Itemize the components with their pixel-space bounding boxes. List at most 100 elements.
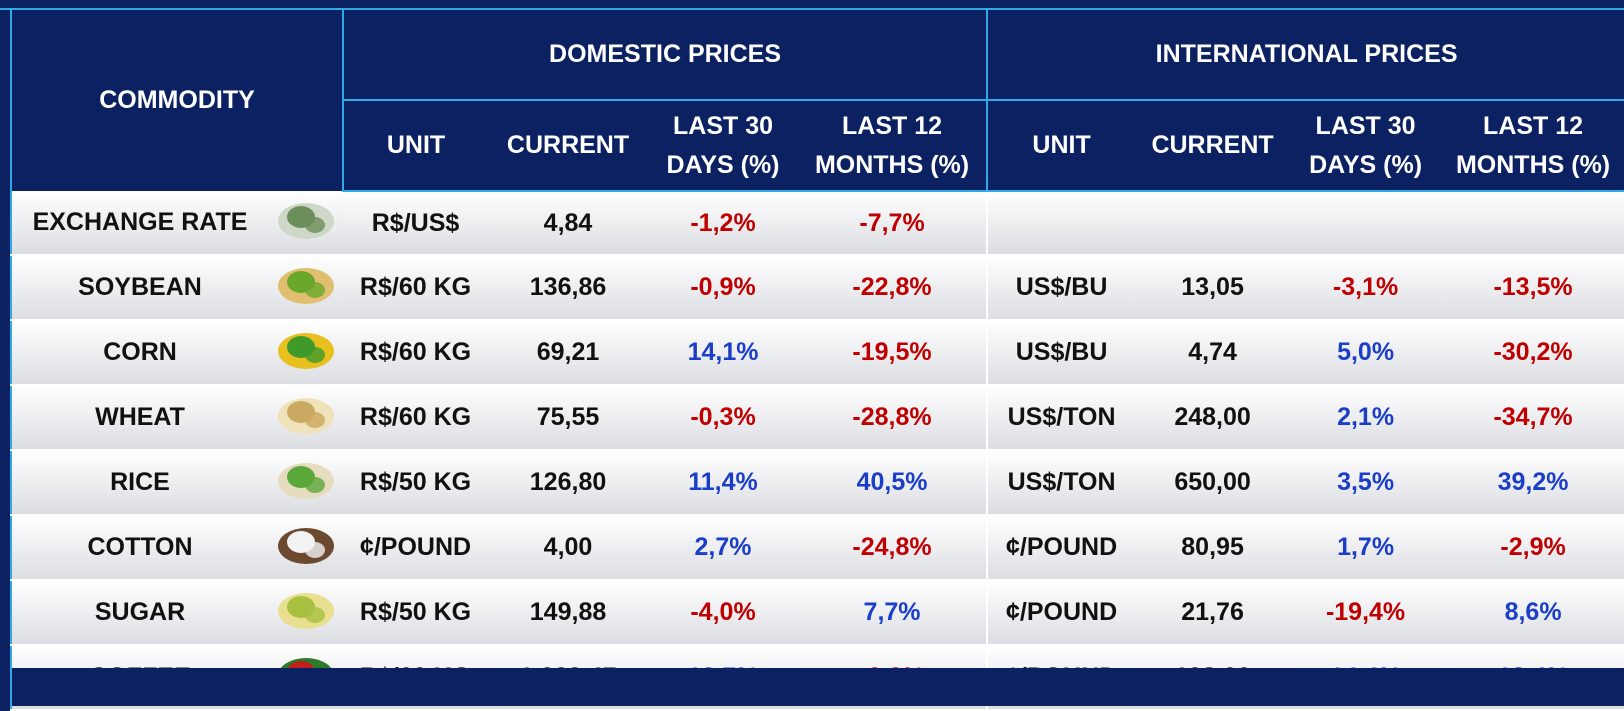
current-price: 75,55: [488, 385, 649, 451]
unit: R$/US$: [343, 191, 489, 256]
unit: R$/50 KG: [343, 580, 489, 646]
commodity-icon: [277, 203, 334, 239]
percent-change: [1441, 191, 1624, 256]
column-header: LAST 30 DAYS (%): [1290, 100, 1442, 192]
unit: US$/BU: [986, 255, 1136, 321]
current-price: [1135, 191, 1291, 256]
unit: [986, 191, 1136, 256]
percent-change: -19,5%: [798, 320, 988, 386]
table-row: SOYBEAN R$/60 KG 136,86 -0,9% -22,8% US$/BU 13…: [11, 255, 1624, 321]
column-header: UNIT: [986, 100, 1136, 192]
commodity-icon-cell: [268, 580, 344, 646]
table-row: COTTON ¢/POUND 4,00 2,7% -24,8% ¢/POUND 80,95 1…: [11, 515, 1624, 581]
table-row: CORN R$/60 KG 69,21 14,1% -19,5% US$/BU 4,74 5,…: [11, 320, 1624, 386]
current-price: 4,84: [488, 191, 649, 256]
percent-change: -4,0%: [648, 580, 799, 646]
group-header: DOMESTIC PRICES: [342, 10, 988, 101]
percent-change: 7,7%: [798, 580, 988, 646]
unit: R$/60 KG: [343, 320, 489, 386]
percent-change: 1,7%: [1290, 515, 1442, 581]
current-price: 69,21: [488, 320, 649, 386]
percent-change: 11,4%: [648, 450, 799, 516]
column-header: LAST 30 DAYS (%): [648, 100, 799, 192]
table-row: WHEAT R$/60 KG 75,55 -0,3% -28,8% US$/TON 248,…: [11, 385, 1624, 451]
unit: R$/50 KG: [343, 450, 489, 516]
unit: R$/60 KG: [343, 255, 489, 321]
percent-change: 39,2%: [1441, 450, 1624, 516]
percent-change: -30,2%: [1441, 320, 1624, 386]
table-header: COMMODITY DOMESTIC PRICES INTERNATIONAL …: [11, 10, 1624, 192]
percent-change: -13,5%: [1441, 255, 1624, 321]
current-price: 80,95: [1135, 515, 1291, 581]
commodity-icon: [277, 593, 334, 629]
commodity-icon-cell: [268, 515, 344, 581]
current-price: 126,80: [488, 450, 649, 516]
percent-change: -34,7%: [1441, 385, 1624, 451]
commodity-name: SOYBEAN: [11, 255, 268, 321]
percent-change: 3,5%: [1290, 450, 1442, 516]
group-header: INTERNATIONAL PRICES: [986, 10, 1624, 101]
column-header: CURRENT: [488, 100, 649, 192]
table-row: RICE R$/50 KG 126,80 11,4% 40,5% US$/TON 650,0…: [11, 450, 1624, 516]
current-price: 4,74: [1135, 320, 1291, 386]
percent-change: 2,7%: [648, 515, 799, 581]
commodity-icon: [277, 333, 334, 369]
price-table: COMMODITY DOMESTIC PRICES INTERNATIONAL …: [10, 10, 1624, 711]
percent-change: -1,2%: [648, 191, 799, 256]
commodity-name: CORN: [11, 320, 268, 386]
current-price: 13,05: [1135, 255, 1291, 321]
percent-change: -0,3%: [648, 385, 799, 451]
percent-change: -7,7%: [798, 191, 988, 256]
commodity-icon-cell: [268, 320, 344, 386]
percent-change: -24,8%: [798, 515, 988, 581]
commodity-icon: [277, 268, 334, 304]
unit: US$/BU: [986, 320, 1136, 386]
percent-change: 5,0%: [1290, 320, 1442, 386]
current-price: 650,00: [1135, 450, 1291, 516]
unit: ¢/POUND: [343, 515, 489, 581]
commodity-name: SUGAR: [11, 580, 268, 646]
table-row: EXCHANGE RATE R$/US$ 4,84 -1,2% -7,7%: [11, 191, 1624, 256]
current-price: 248,00: [1135, 385, 1291, 451]
percent-change: -28,8%: [798, 385, 988, 451]
current-price: 136,86: [488, 255, 649, 321]
percent-change: -22,8%: [798, 255, 988, 321]
column-header: CURRENT: [1135, 100, 1291, 192]
unit: ¢/POUND: [986, 515, 1136, 581]
column-header: LAST 12 MONTHS (%): [798, 100, 988, 192]
commodity-name: EXCHANGE RATE: [11, 191, 268, 256]
column-header: UNIT: [342, 100, 489, 192]
commodity-icon-cell: [268, 191, 344, 256]
current-price: 21,76: [1135, 580, 1291, 646]
percent-change: -2,9%: [1441, 515, 1624, 581]
commodity-icon-cell: [268, 255, 344, 321]
percent-change: -19,4%: [1290, 580, 1442, 646]
percent-change: 14,1%: [648, 320, 799, 386]
commodity-icon: [277, 528, 334, 564]
unit: US$/TON: [986, 450, 1136, 516]
footer-bar: [10, 668, 1624, 706]
column-header: LAST 12 MONTHS (%): [1441, 100, 1624, 192]
percent-change: 8,6%: [1441, 580, 1624, 646]
table-row: SUGAR R$/50 KG 149,88 -4,0% 7,7% ¢/POUND 21,76…: [11, 580, 1624, 646]
commodity-name: WHEAT: [11, 385, 268, 451]
commodity-header: COMMODITY: [11, 10, 344, 191]
commodity-icon: [277, 398, 334, 434]
unit: US$/TON: [986, 385, 1136, 451]
commodity-icon-cell: [268, 450, 344, 516]
current-price: 4,00: [488, 515, 649, 581]
percent-change: 2,1%: [1290, 385, 1442, 451]
commodity-name: COTTON: [11, 515, 268, 581]
commodity-name: RICE: [11, 450, 268, 516]
percent-change: [1290, 191, 1442, 256]
commodity-icon-cell: [268, 385, 344, 451]
current-price: 149,88: [488, 580, 649, 646]
percent-change: -0,9%: [648, 255, 799, 321]
percent-change: 40,5%: [798, 450, 988, 516]
unit: ¢/POUND: [986, 580, 1136, 646]
unit: R$/60 KG: [343, 385, 489, 451]
top-rule: [0, 8, 1624, 10]
commodity-icon: [277, 463, 334, 499]
percent-change: -3,1%: [1290, 255, 1442, 321]
